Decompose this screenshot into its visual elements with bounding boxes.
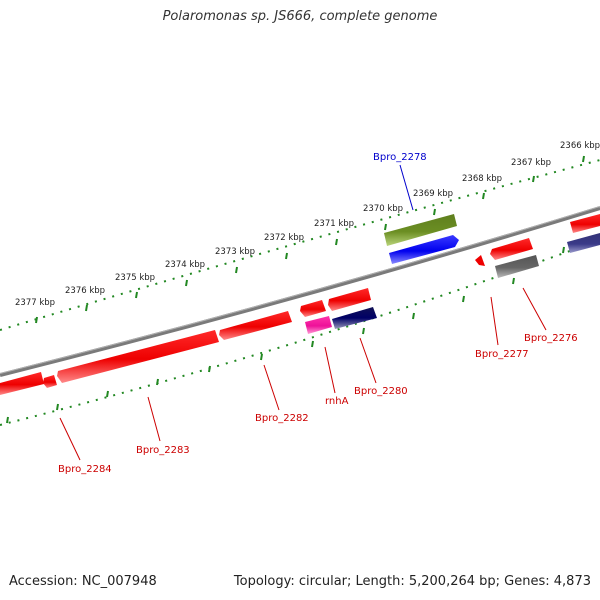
gene-red-arrow-edge[interactable]	[570, 214, 600, 233]
gene-label-bpro-2280[interactable]: Bpro_2280	[354, 386, 408, 397]
gene-label-bpro-2283[interactable]: Bpro_2283	[136, 445, 190, 456]
gene-label-bpro-2278[interactable]: Bpro_2278	[373, 152, 427, 163]
gene-label-bpro-2282[interactable]: Bpro_2282	[255, 413, 309, 424]
kbp-label-2370: 2370 kbp	[363, 204, 403, 214]
gene-bpro-2278-arrow[interactable]	[384, 214, 457, 246]
gene-label-bpro-2277[interactable]: Bpro_2277	[475, 349, 529, 360]
gene-label-bpro-2276[interactable]: Bpro_2276	[524, 333, 578, 344]
kbp-label-2372: 2372 kbp	[264, 233, 304, 243]
leader-rnhA	[324, 346, 336, 394]
leader-bpro-2283	[147, 396, 161, 442]
gene-bpro-2280-arrow[interactable]	[332, 307, 377, 329]
genome-backbone-highlight	[0, 206, 600, 374]
kbp-label-2368: 2368 kbp	[462, 174, 502, 184]
gene-label-rnhA[interactable]: rnhA	[325, 396, 349, 407]
gene-bpro-2283-arrow[interactable]	[57, 330, 219, 383]
kbp-label-2369: 2369 kbp	[413, 189, 453, 199]
kbp-label-2374: 2374 kbp	[165, 260, 205, 270]
gene-red-arrow-mid[interactable]	[328, 288, 371, 311]
kbp-label-2377: 2377 kbp	[15, 298, 55, 308]
leader-bpro-2277	[490, 296, 499, 346]
outer-major-ticks	[35, 155, 585, 324]
gene-label-bpro-2284[interactable]: Bpro_2284	[58, 464, 112, 475]
leader-bpro-2278	[399, 164, 414, 211]
leader-bpro-2282	[263, 364, 280, 411]
genome-backbone	[0, 206, 600, 377]
leader-bpro-2280	[359, 337, 377, 384]
gene-rnhA-arrow[interactable]	[305, 316, 332, 334]
kbp-label-2366: 2366 kbp	[560, 141, 600, 151]
gene-small-red-arrow[interactable]	[43, 375, 57, 388]
map-title: Polaromonas sp. JS666, complete genome	[162, 9, 438, 24]
genome-summary: Topology: circular; Length: 5,200,264 bp…	[233, 574, 591, 589]
gene-bpro-2277-arrow[interactable]	[475, 255, 485, 266]
gene-slate-arrow-edge[interactable]	[567, 233, 600, 253]
kbp-label-2376: 2376 kbp	[65, 286, 105, 296]
gene-blue-arrow[interactable]	[389, 235, 459, 264]
leader-bpro-2284	[59, 417, 81, 461]
accession-label: Accession: NC_007948	[9, 574, 157, 589]
inner-major-ticks	[6, 246, 565, 424]
gene-bpro-2284-arrow[interactable]	[0, 372, 44, 395]
gene-red-arrow-small[interactable]	[300, 300, 326, 317]
kbp-label-2371: 2371 kbp	[314, 219, 354, 229]
kbp-label-2367: 2367 kbp	[511, 158, 551, 168]
gene-red-arrow-right[interactable]	[490, 238, 533, 260]
leader-bpro-2276	[522, 287, 547, 331]
kbp-label-2373: 2373 kbp	[215, 247, 255, 257]
kbp-label-2375: 2375 kbp	[115, 273, 155, 283]
gene-bpro-2276-arrow[interactable]	[495, 255, 539, 278]
gene-bpro-2282-arrow[interactable]	[219, 311, 292, 340]
